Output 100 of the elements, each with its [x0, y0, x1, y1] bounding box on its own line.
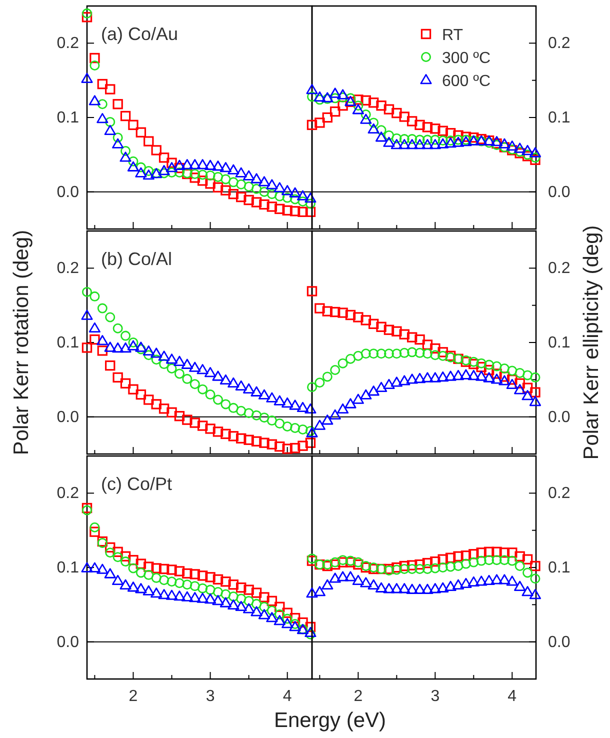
- point: [530, 574, 540, 584]
- y-axis-title: Polar Kerr rotation (deg): [10, 230, 33, 456]
- y-tick-label: 0.2: [548, 260, 570, 278]
- point: [484, 546, 494, 557]
- point: [522, 554, 533, 564]
- point: [368, 579, 380, 590]
- point: [128, 563, 138, 574]
- point: [298, 617, 308, 628]
- point: [96, 335, 108, 346]
- point: [228, 177, 238, 188]
- point: [290, 442, 300, 454]
- point: [174, 356, 186, 366]
- point: [468, 557, 479, 568]
- point: [181, 358, 193, 369]
- point: [392, 326, 402, 336]
- point: [259, 592, 270, 602]
- point: [314, 378, 325, 388]
- point: [258, 389, 270, 400]
- point: [105, 360, 116, 371]
- point: [414, 120, 425, 130]
- point: [105, 548, 116, 558]
- point: [484, 360, 494, 370]
- point: [212, 370, 224, 381]
- point: [97, 303, 108, 314]
- point: [150, 348, 162, 358]
- point: [166, 158, 177, 168]
- point: [251, 436, 262, 446]
- point: [306, 84, 318, 94]
- point: [244, 408, 254, 418]
- point: [228, 431, 239, 442]
- point: [166, 364, 177, 374]
- point: [205, 390, 216, 400]
- point: [460, 550, 472, 561]
- point: [330, 365, 340, 376]
- point: [444, 370, 456, 381]
- point: [376, 100, 386, 111]
- point: [127, 582, 140, 592]
- point: [220, 185, 231, 196]
- point: [220, 162, 232, 172]
- point: [189, 592, 201, 602]
- point: [430, 563, 440, 574]
- point: [468, 576, 480, 587]
- point: [97, 78, 108, 90]
- point: [407, 134, 418, 144]
- point: [437, 138, 449, 148]
- point: [282, 421, 292, 432]
- point: [228, 377, 240, 388]
- point: [514, 384, 526, 394]
- point: [244, 194, 254, 206]
- y-tick-label: 0.1: [56, 560, 80, 576]
- point: [104, 568, 116, 578]
- point: [345, 354, 356, 364]
- point: [530, 387, 540, 398]
- point: [166, 576, 177, 587]
- point: [228, 599, 240, 610]
- point: [158, 350, 170, 361]
- point: [330, 93, 340, 104]
- point: [383, 378, 395, 390]
- point: [128, 384, 138, 394]
- point: [181, 591, 193, 602]
- point: [243, 170, 255, 180]
- text: (c) Co/Pt: [101, 474, 172, 494]
- point: [353, 559, 364, 570]
- x-axis-title: Energy (eV): [274, 709, 386, 732]
- point: [296, 190, 309, 200]
- point: [205, 424, 216, 434]
- point: [307, 92, 317, 102]
- point: [406, 560, 418, 570]
- point: [128, 554, 138, 566]
- point: [422, 139, 434, 150]
- x-tick-label: 4: [282, 688, 292, 705]
- point: [82, 342, 92, 353]
- point: [290, 612, 300, 624]
- point: [274, 204, 285, 214]
- point: [282, 185, 294, 196]
- point: [251, 588, 262, 598]
- point: [144, 136, 154, 146]
- point: [127, 340, 140, 350]
- point: [529, 589, 542, 600]
- point: [353, 350, 364, 361]
- point: [259, 199, 270, 210]
- point: [212, 394, 223, 405]
- point: [142, 169, 154, 180]
- point: [88, 322, 101, 333]
- point: [144, 166, 154, 176]
- point: [90, 522, 100, 532]
- point: [228, 188, 239, 200]
- point: [506, 140, 518, 151]
- point: [429, 139, 441, 150]
- point: [368, 318, 379, 330]
- y-tick-label: 0.0: [548, 184, 570, 201]
- point: [522, 370, 533, 380]
- point: [453, 561, 464, 572]
- point: [182, 568, 192, 579]
- point: [290, 618, 300, 629]
- point: [529, 396, 542, 406]
- point: [514, 580, 526, 591]
- point: [344, 398, 356, 408]
- point: [112, 372, 123, 383]
- point: [174, 578, 184, 588]
